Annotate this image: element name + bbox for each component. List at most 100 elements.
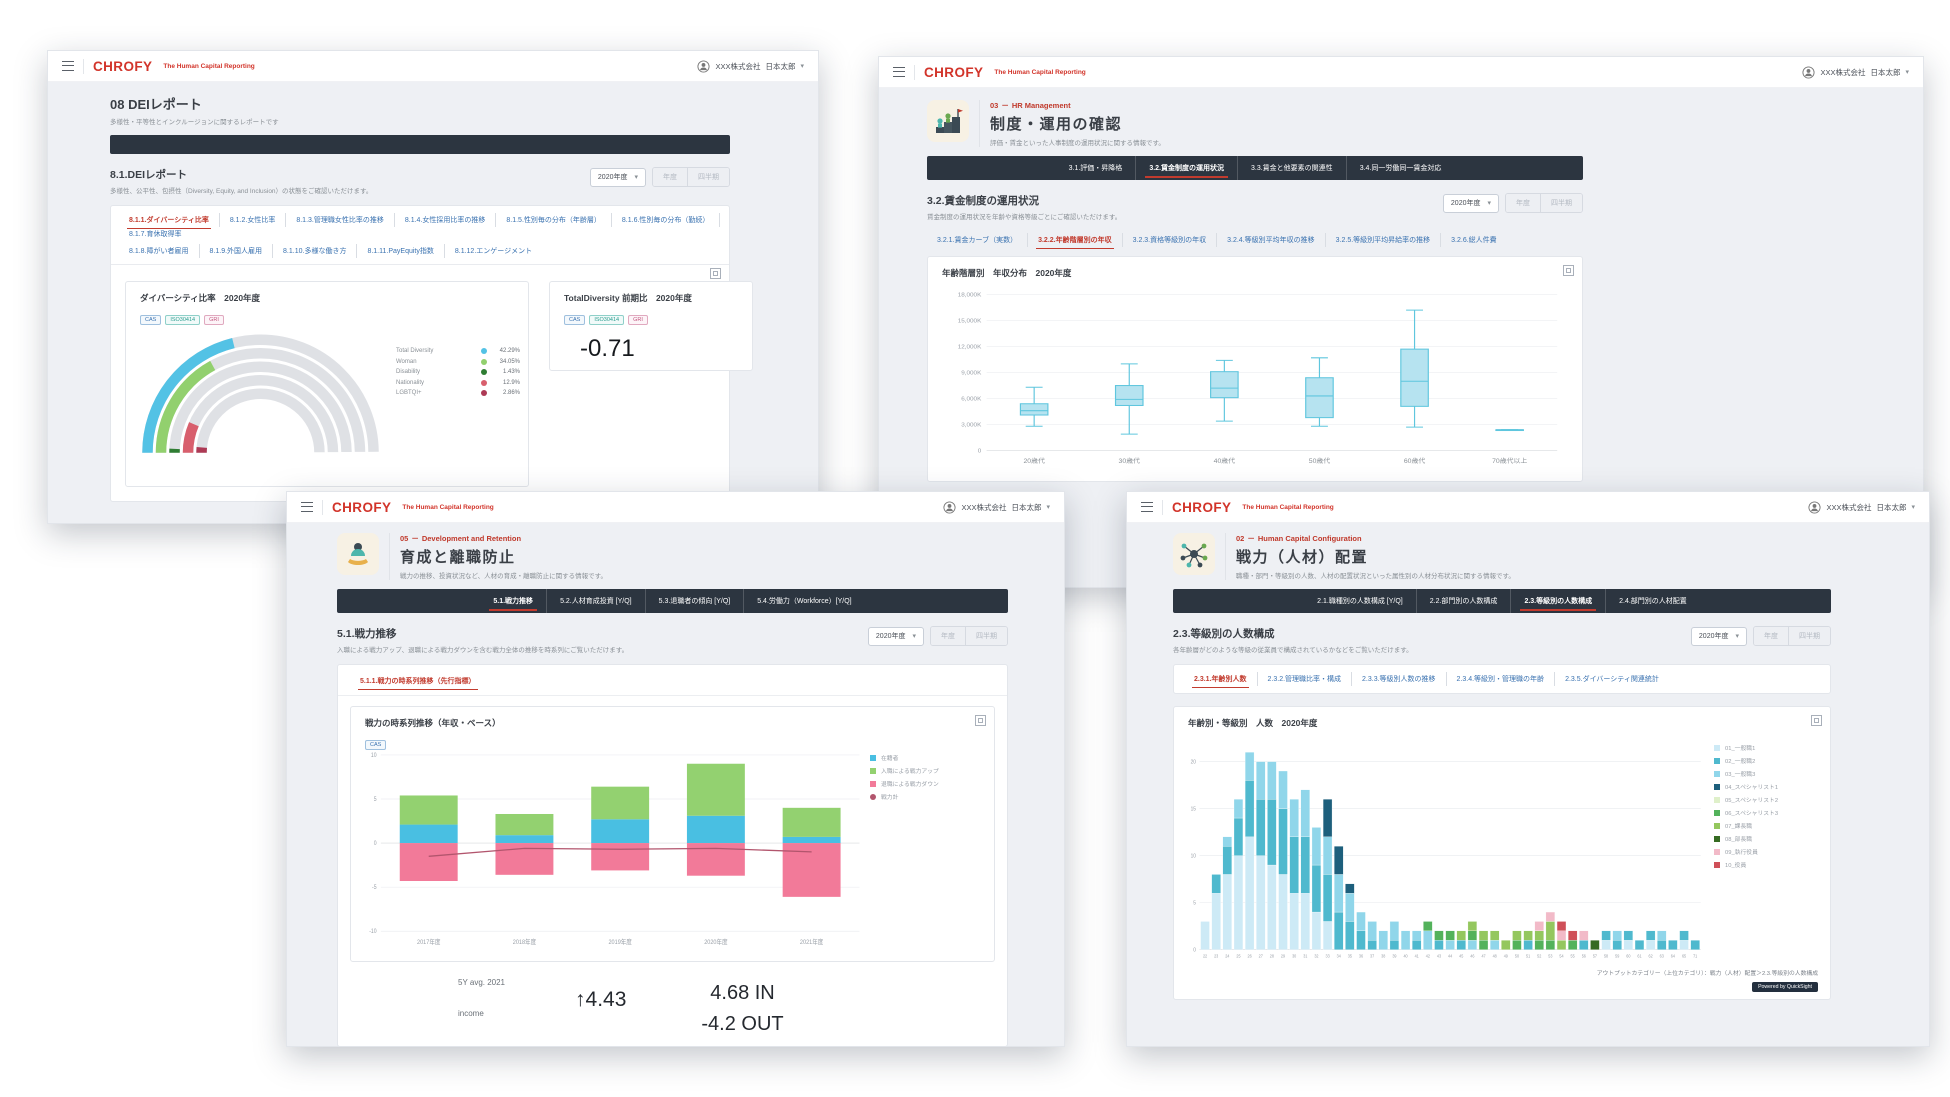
chevron-down-icon: ▾ [912, 633, 916, 640]
tab-link[interactable]: 8.1.4.女性採用比率の推移 [395, 213, 497, 227]
year-select[interactable]: 2020年度 ▾ [589, 167, 646, 187]
tab-link[interactable]: 2.3.2.管理職比率・構成 [1258, 672, 1353, 686]
svg-text:61: 61 [1637, 953, 1641, 958]
tab-link[interactable]: 8.1.6.性別毎の分布（勤続） [612, 213, 721, 227]
tab-link[interactable]: 8.1.11.PayEquity指数 [357, 244, 445, 258]
tab-link-active[interactable]: 3.2.2.年齢階層別の年収 [1028, 233, 1123, 249]
nav-item-active[interactable]: 2.3.等級別の人数構成 [1510, 589, 1605, 613]
tab-link[interactable]: 8.1.3.管理職女性比率の推移 [286, 213, 395, 227]
svg-text:35: 35 [1348, 953, 1353, 958]
period-toggle: 年度 四半期 [1753, 626, 1831, 646]
account-menu[interactable]: XXX株式会社 日本太郎 ▾ [1802, 65, 1909, 79]
expand-icon[interactable] [975, 715, 986, 726]
svg-text:-5: -5 [372, 885, 377, 891]
svg-text:22: 22 [1203, 953, 1207, 958]
svg-text:30歳代: 30歳代 [1119, 456, 1141, 464]
year-button[interactable]: 年度 [653, 168, 687, 186]
nav-item[interactable]: 5.3.退職者の傾向 [Y/Q] [644, 589, 744, 613]
brand-tagline: The Human Capital Reporting [402, 503, 494, 511]
tab-link[interactable]: 8.1.9.外国人雇用 [200, 244, 274, 258]
nav-item[interactable]: 2.4.部門別の人材配置 [1605, 589, 1700, 613]
report-code: 03 － HR Management [990, 101, 1071, 110]
tab-link-active[interactable]: 5.1.1.戦力の時系列推移（先行指標） [350, 674, 486, 690]
tab-link[interactable]: 2.3.3.等級別人数の推移 [1352, 672, 1447, 686]
report-code: 05 － Development and Retention [400, 534, 522, 543]
chart-legend: 在籍者 入職による戦力アップ 退職による戦力ダウン 戦力計 [870, 753, 986, 805]
account-menu[interactable]: XXX株式会社 日本太郎 ▾ [1808, 500, 1915, 514]
menu-icon[interactable] [301, 502, 313, 512]
nav-item[interactable]: 3.4.同一労働同一賃金対応 [1345, 156, 1455, 180]
expand-icon[interactable] [710, 268, 721, 279]
svg-text:55: 55 [1571, 953, 1576, 958]
menu-icon[interactable] [1141, 502, 1153, 512]
svg-text:45: 45 [1459, 953, 1464, 958]
quarter-button[interactable]: 四半期 [965, 627, 1007, 645]
section-nav: 3.1.評価・昇降格 3.2.賃金制度の運用状況 3.3.賃金と他要素の関連性 3.4… [927, 156, 1583, 180]
year-select[interactable]: 2020年度 ▾ [867, 626, 924, 646]
tab-link[interactable]: 3.2.6.総人件費 [1451, 237, 1497, 244]
account-user: 日本太郎 [1870, 67, 1901, 77]
legend-item: 06_スペシャリスト3 [1714, 808, 1822, 817]
year-select[interactable]: 2020年度 ▾ [1690, 626, 1747, 646]
nav-item-active[interactable]: 3.2.賃金制度の運用状況 [1135, 156, 1237, 180]
tab-link[interactable]: 8.1.12.エンゲージメント [454, 248, 533, 255]
tab-link[interactable]: 8.1.2.女性比率 [220, 213, 287, 227]
menu-icon[interactable] [893, 67, 905, 77]
nav-item[interactable]: 2.1.職種別の人数構成 [Y/Q] [1317, 598, 1403, 605]
card-title: TotalDiversity 前期比 2020年度 [564, 293, 692, 303]
total-diversity-value: -0.71 [580, 335, 635, 362]
year-select[interactable]: 2020年度 ▾ [1442, 193, 1499, 213]
age-grade-card: 年齢別・等級別 人数 2020年度 0 5 10 15 20 22 23 24 25 26 27 28… [1173, 706, 1831, 1000]
svg-text:65: 65 [1682, 953, 1687, 958]
nav-item[interactable]: 2.2.部門別の人数構成 [1415, 589, 1511, 613]
quarter-button[interactable]: 四半期 [687, 168, 729, 186]
summary-stats: 5Y avg. 2021 income ↑4.43 4.68 IN -4.2 O… [338, 962, 1007, 1040]
tab-link[interactable]: 3.2.3.資格等級別の年収 [1123, 233, 1218, 247]
powered-by-badge: Powered by QuickSight [1752, 982, 1818, 992]
year-button[interactable]: 年度 [1506, 194, 1540, 212]
report-code: 02 － Human Capital Configuration [1236, 534, 1362, 543]
tab-link[interactable]: 8.1.10.多様な働き方 [273, 244, 358, 258]
chrofy-logo: CHROFY [924, 64, 984, 80]
nav-item[interactable]: 3.3.賃金と他要素の関連性 [1237, 156, 1346, 180]
standard-badge: CAS [564, 315, 586, 325]
tab-link[interactable]: 3.2.1.賃金カーブ（実数） [927, 233, 1029, 247]
tab-link[interactable]: 2.3.4.等級別・管理職の年齢 [1447, 672, 1556, 686]
expand-icon[interactable] [1811, 715, 1822, 726]
tab-link[interactable]: 2.3.5.ダイバーシティ関連統計 [1565, 676, 1659, 683]
legend-item: 01_一般職1 [1714, 743, 1822, 752]
quarter-button[interactable]: 四半期 [1788, 627, 1830, 645]
stats-period-label: 5Y avg. 2021 [458, 978, 506, 987]
svg-text:24: 24 [1225, 953, 1230, 958]
tab-link-active[interactable]: 8.1.1.ダイバーシティ比率 [119, 213, 220, 229]
chevron-down-icon: ▾ [1046, 504, 1050, 511]
nav-item-active[interactable]: 5.1.戦力推移 [480, 589, 546, 613]
standard-badge: GRI [204, 315, 224, 325]
chart-title: 戦力の時系列推移（年収・ベース） [365, 718, 501, 728]
period-toggle: 年度 四半期 [1505, 193, 1583, 213]
tab-link[interactable]: 8.1.5.性別毎の分布（年齢層） [496, 213, 612, 227]
tab-link-active[interactable]: 2.3.1.年齢別人数 [1184, 672, 1258, 688]
year-button[interactable]: 年度 [931, 627, 965, 645]
tab-link[interactable]: 3.2.4.等級別平均年収の推移 [1217, 233, 1326, 247]
year-select-value: 2020年度 [1450, 200, 1481, 207]
tab-link[interactable]: 8.1.7.育休取得率 [129, 231, 182, 238]
account-menu[interactable]: XXX株式会社 日本太郎 ▾ [697, 59, 804, 73]
quarter-button[interactable]: 四半期 [1540, 194, 1582, 212]
expand-icon[interactable] [1563, 265, 1574, 276]
menu-icon[interactable] [62, 61, 74, 71]
svg-text:18,000K: 18,000K [958, 293, 982, 299]
tab-row-1: 8.1.1.ダイバーシティ比率 8.1.2.女性比率 8.1.3.管理職女性比率の推… [111, 206, 729, 242]
legend-item: 03_一般職3 [1714, 769, 1822, 778]
nav-item[interactable]: 5.2.人材育成投資 [Y/Q] [546, 589, 645, 613]
tab-link[interactable]: 8.1.8.障がい者雇用 [119, 244, 200, 258]
nav-item[interactable]: 3.1.評価・昇降格 [1068, 165, 1123, 172]
report-title: 戦力（人材）配置 [1236, 549, 1369, 566]
legend-item: 04_スペシャリスト1 [1714, 782, 1822, 791]
tab-link[interactable]: 3.2.5.等級別平均昇給率の推移 [1326, 233, 1442, 247]
account-menu[interactable]: XXX株式会社 日本太郎 ▾ [943, 500, 1050, 514]
nav-item[interactable]: 5.4.労働力（Workforce）[Y/Q] [743, 589, 864, 613]
age-grade-chart: 0 5 10 15 20 22 23 24 25 26 27 28 29 30 31 32 33 34 35 36 37… [1191, 752, 1701, 958]
account-company: XXX株式会社 [1826, 502, 1872, 512]
year-button[interactable]: 年度 [1754, 627, 1788, 645]
